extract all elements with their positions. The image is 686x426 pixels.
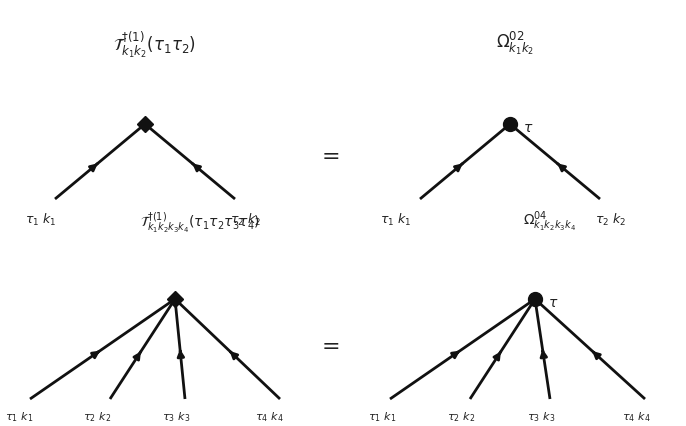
Text: $\tau_4\ k_4$: $\tau_4\ k_4$ — [255, 409, 283, 423]
Text: $\tau$: $\tau$ — [548, 295, 558, 309]
Text: $\tau_2\ k_2$: $\tau_2\ k_2$ — [83, 409, 111, 423]
Text: $\tau_4\ k_4$: $\tau_4\ k_4$ — [622, 409, 650, 423]
Text: $\tau_2\ k_2$: $\tau_2\ k_2$ — [230, 211, 261, 227]
Text: $\tau_3\ k_3$: $\tau_3\ k_3$ — [162, 409, 190, 423]
Text: $\mathcal{T}^{\dagger(1)}_{k_1 k_2}(\tau_1 \tau_2)$: $\mathcal{T}^{\dagger(1)}_{k_1 k_2}(\tau… — [113, 30, 196, 60]
Text: $=$: $=$ — [317, 145, 340, 164]
Text: $\tau_1\ k_1$: $\tau_1\ k_1$ — [380, 211, 412, 227]
Text: $\tau_1\ k_1$: $\tau_1\ k_1$ — [368, 409, 397, 423]
Text: $\tau_1\ k_1$: $\tau_1\ k_1$ — [25, 211, 56, 227]
Text: $\mathcal{T}^{\dagger(1)}_{k_1 k_2 k_3 k_4}(\tau_1 \tau_2 \tau_3 \tau_4)$: $\mathcal{T}^{\dagger(1)}_{k_1 k_2 k_3 k… — [140, 210, 260, 234]
Text: $\tau_2\ k_2$: $\tau_2\ k_2$ — [447, 409, 475, 423]
Text: $\tau_3\ k_3$: $\tau_3\ k_3$ — [527, 409, 555, 423]
Text: $\tau$: $\tau$ — [523, 121, 534, 135]
Text: $\Omega^{04}_{k_1 k_2 k_3 k_4}$: $\Omega^{04}_{k_1 k_2 k_3 k_4}$ — [523, 210, 576, 234]
Text: $\tau_2\ k_2$: $\tau_2\ k_2$ — [595, 211, 626, 227]
Text: $=$: $=$ — [317, 334, 340, 354]
Text: $\tau_1\ k_1$: $\tau_1\ k_1$ — [5, 409, 33, 423]
Text: $\Omega^{02}_{k_1 k_2}$: $\Omega^{02}_{k_1 k_2}$ — [496, 30, 534, 57]
